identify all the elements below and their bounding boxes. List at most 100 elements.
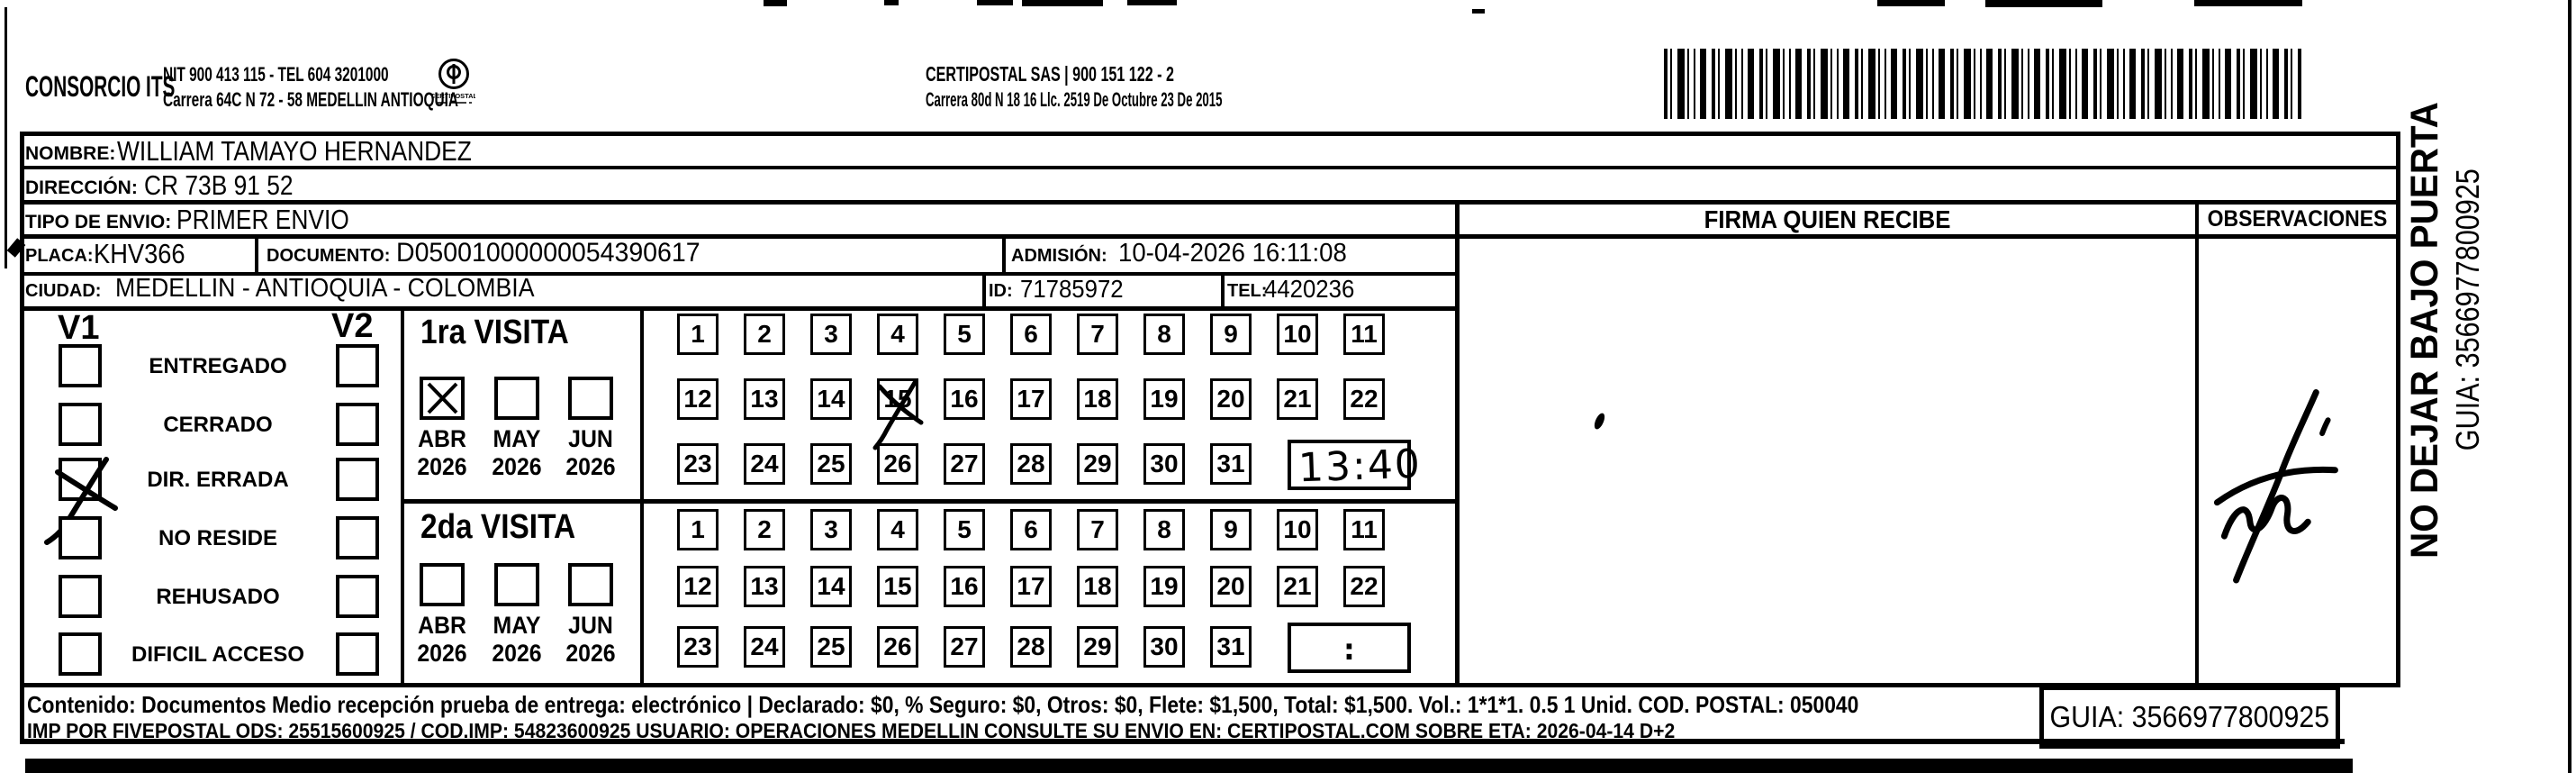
day-box: 3 [810,509,852,550]
status-option-label: DIR. ERRADA [147,468,289,492]
day-box: 26 [877,626,918,668]
company-address: Carrera 64C N 72 - 58 MEDELLIN ANTIOQUIA [163,88,459,111]
day-box: 7 [1077,314,1118,355]
status-row: NO RESIDE [20,516,401,559]
day-box: 17 [1010,566,1052,607]
company-nit-tel: NIT 900 413 115 - TEL 604 3201000 [163,63,389,86]
status-checkbox-v1 [59,575,102,618]
day-row: 1 2 3 4 5 6 7 8 9 10 11 [677,314,1385,355]
admision-value: 10-04-2026 16:11:08 [1118,239,1347,268]
scan-artifact [1877,0,1945,6]
divider [20,683,2400,687]
status-checkbox-v1 [59,632,102,676]
day-box: 19 [1143,378,1185,420]
month-column: MAY 2026 [486,377,547,481]
month-column: ABR 2026 [411,563,473,668]
month-checkbox [420,563,465,606]
day-box: 1 [677,509,719,550]
documento-value: D05001000000054390617 [396,238,700,268]
scan-artifact [25,759,2353,773]
divider [401,308,404,683]
day-box: 3 [810,314,852,355]
footer-imp-line: IMP POR FIVEPOSTAL ODS: 25515600925 / CO… [27,719,1676,742]
day-box: 24 [744,626,785,668]
status-option-label: REHUSADO [156,585,280,609]
barcode [1664,49,2301,119]
day-box: 19 [1143,566,1185,607]
direccion-value: CR 73B 91 52 [144,169,294,201]
day-row: 12 13 14 15 16 17 18 19 20 21 22 [677,566,1385,607]
month-year: 2026 [417,640,467,667]
month-year: 2026 [492,640,542,667]
divider [20,166,2400,169]
month-column: JUN 2026 [560,377,621,481]
day-box: 6 [1010,509,1052,550]
divider [20,132,2400,136]
day-box: 4 [877,509,918,550]
day-box: 8 [1143,509,1185,550]
month-year: 2026 [565,453,616,480]
day-box: 11 [1343,509,1385,550]
divider [1221,274,1225,306]
day-box: 9 [1210,509,1252,550]
status-checkbox-v1 [59,344,102,387]
day-box: 15 [872,378,924,450]
divider [20,132,24,744]
day-box: 31 [1210,626,1252,668]
documento-label: DOCUMENTO: [267,246,391,266]
scan-artifact [2568,0,2571,773]
scan-artifact [884,0,899,5]
day-box: 9 [1210,314,1252,355]
status-checkbox-v2 [336,403,379,446]
firma-header: FIRMA QUIEN RECIBE [1704,205,1951,233]
tipo-envio-value: PRIMER ENVIO [176,204,349,235]
handwritten-time: 13:40 [1297,441,1423,492]
status-checkbox-v2 [336,516,379,559]
month-label: MAY [493,612,541,639]
day-box: 27 [944,626,985,668]
delivery-status-panel: V1 V2 ENTREGADO CERRADO DIR. ERRADA NO RESI… [20,308,401,683]
status-row: DIR. ERRADA [20,457,401,545]
month-checkbox [568,563,613,606]
status-checkbox-v1 [59,516,102,559]
day-box: 20 [1210,378,1252,420]
divider [982,274,986,306]
tel-label: TEL: [1227,281,1268,301]
status-row: DIFICIL ACCESO [20,632,401,676]
status-option-label: DIFICIL ACCESO [131,642,304,667]
certipostal-logo-icon: CERTIPOSTAL [432,59,475,104]
scan-artifact [5,7,7,268]
month-year: 2026 [417,453,467,480]
status-checkbox-v2 [336,344,379,387]
divider [20,272,1460,276]
day-box: 26 [877,443,918,485]
time-box: : [1288,623,1411,673]
status-checkbox-v2 [336,458,379,501]
divider [20,306,1460,311]
month-column: MAY 2026 [486,563,547,668]
second-visit-day-grid: 1 2 3 4 5 6 7 8 9 10 11 12 13 14 15 16 17 18 19 20 21 22 23 24 2… [644,499,1457,683]
status-option-label: ENTREGADO [149,354,287,378]
month-checkbox [568,377,613,420]
second-visit-title: 2da VISITA [420,508,576,546]
day-box: 22 [1343,378,1385,420]
month-checkbox [420,377,465,420]
day-box: 4 [877,314,918,355]
divider [402,499,1460,504]
ciudad-value: MEDELLIN - ANTIOQUIA - COLOMBIA [115,274,535,303]
month-year: 2026 [565,640,616,667]
day-box: 12 [677,566,719,607]
observaciones-header: OBSERVACIONES [2207,206,2388,232]
scan-artifact [1127,0,1177,5]
day-box: 27 [944,443,985,485]
nombre-label: NOMBRE: [25,143,116,164]
day-box: 12 [677,378,719,420]
day-box: 22 [1343,566,1385,607]
status-checkbox-v1 [59,403,102,446]
month-label: JUN [568,425,613,452]
day-box: 10 [1277,509,1318,550]
scan-artifact [1472,9,1485,14]
direccion-label: DIRECCIÓN: [25,177,138,198]
checkbox-x-mark [427,382,458,414]
nombre-value: WILLIAM TAMAYO HERNANDEZ [117,135,472,167]
